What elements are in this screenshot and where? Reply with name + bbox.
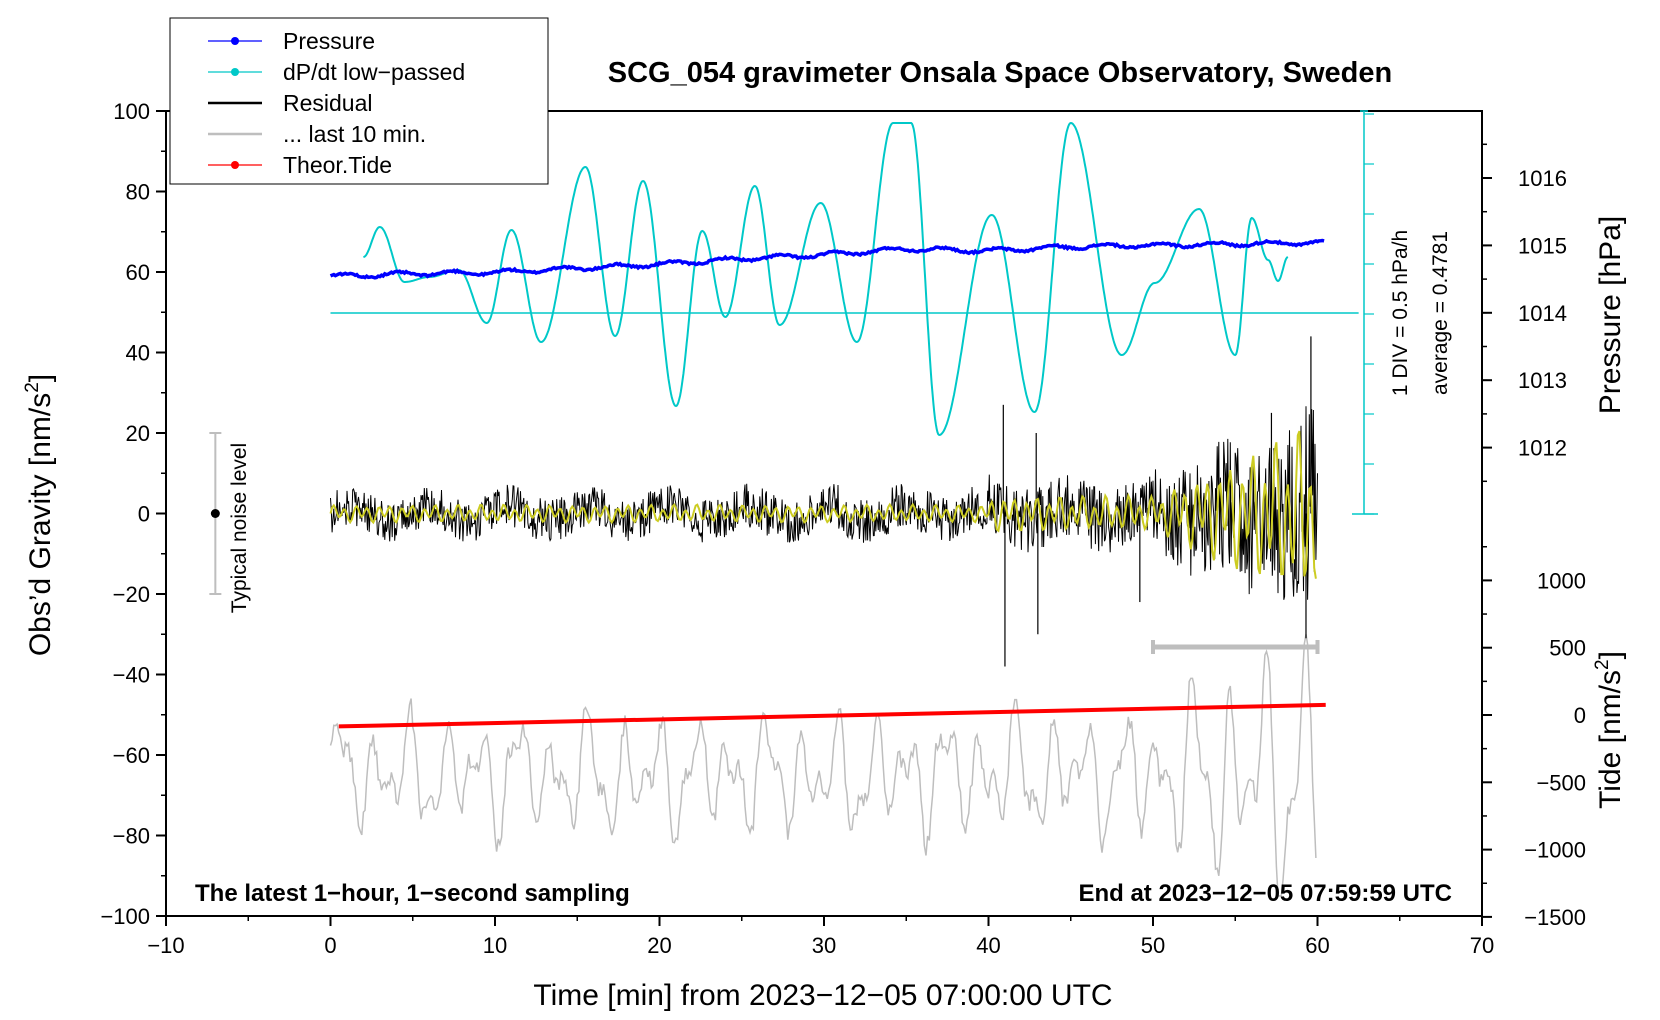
pressure-tick-label: 1012 (1518, 436, 1567, 461)
x-tick-label: 0 (324, 933, 336, 958)
y-tick-label: 80 (126, 180, 150, 205)
y-tick-label: −40 (113, 663, 150, 688)
x-tick-label: 40 (976, 933, 1000, 958)
pressure-axis-label: Pressure [hPa] (1594, 216, 1627, 414)
x-tick-label: 20 (647, 933, 671, 958)
y-tick-label: −20 (113, 582, 150, 607)
x-tick-label: 30 (812, 933, 836, 958)
last-10-min-line (329, 634, 1317, 897)
tide-tick-label: −500 (1536, 770, 1586, 795)
y-axis-label: Obs’d Gravity [nm/s2] (22, 374, 57, 656)
chart-title: SCG_054 gravimeter Onsala Space Observat… (608, 57, 1392, 89)
x-axis: −10 0 10 20 30 40 50 60 70 (147, 916, 1494, 958)
series-layer (209, 121, 1359, 897)
y-tick-label: 40 (126, 341, 150, 366)
dpdt-average-label: average = 0.4781 (1429, 231, 1452, 395)
annotation-bottom-right: End at 2023−12−05 07:59:59 UTC (1078, 880, 1452, 907)
legend-marker (231, 161, 239, 169)
pressure-line (329, 238, 1325, 280)
legend-label: Pressure (283, 28, 375, 54)
x-tick-label: 70 (1470, 933, 1494, 958)
pressure-tick-label: 1013 (1518, 368, 1567, 393)
y-tick-label: 0 (138, 502, 150, 527)
dpdt-scale-label: 1 DIV = 0.5 hPa/h (1389, 230, 1412, 396)
legend-label: Residual (283, 90, 373, 116)
tide-axis-label: Tide [nm/s2] (1592, 651, 1627, 809)
tide-tick-label: −1500 (1524, 905, 1586, 930)
legend-box (169, 17, 549, 185)
tide-tick-label: 500 (1549, 636, 1586, 661)
legend-rows: Pressure dP/dt low−passed Residual ... last… (208, 28, 465, 178)
residual-line (330, 406, 1318, 600)
pressure-tick-label: 1015 (1518, 233, 1567, 258)
x-axis-label: Time [min] from 2023−12−05 07:00:00 UTC (533, 979, 1112, 1012)
tide-tick-label: 1000 (1537, 568, 1586, 593)
x-tick-label: −10 (147, 933, 184, 958)
y-tick-label: 20 (126, 421, 150, 446)
tide-tick-label: 0 (1574, 703, 1586, 728)
legend-label: ... last 10 min. (283, 121, 426, 147)
y-axis: −100 −80 −60 −40 −20 0 20 40 60 80 100 (100, 99, 166, 929)
y-tick-label: −60 (113, 743, 150, 768)
y-tick-label: 100 (113, 99, 150, 124)
x-tick-label: 60 (1305, 933, 1329, 958)
legend: Pressure dP/dt low−passed Residual ... last… (169, 17, 549, 185)
annotation-bottom-left: The latest 1−hour, 1−second sampling (195, 880, 630, 907)
legend-marker (231, 68, 239, 76)
pressure-tick-label: 1016 (1518, 166, 1567, 191)
tide-axis: −1500 −1000 −500 0 500 1000 (1482, 546, 1586, 930)
residual-smoothed-line (329, 430, 1317, 579)
dpdt-scale-axis (1352, 110, 1378, 515)
y-tick-label: −80 (113, 824, 150, 849)
pressure-axis: 1012 1013 1014 1015 1016 (1482, 143, 1567, 483)
y-tick-label: 60 (126, 260, 150, 285)
legend-label: dP/dt low−passed (283, 59, 465, 85)
x-tick-label: 50 (1141, 933, 1165, 958)
legend-label: Theor.Tide (283, 152, 392, 178)
noise-level-label: Typical noise level (228, 443, 251, 613)
theor-tide-line (338, 702, 1326, 729)
x-tick-label: 10 (483, 933, 507, 958)
y-tick-label: −100 (100, 904, 150, 929)
noise-bar-dot (210, 509, 220, 518)
tide-tick-label: −1000 (1524, 838, 1586, 863)
legend-marker (231, 37, 239, 45)
dpdt-line (363, 121, 1289, 437)
pressure-tick-label: 1014 (1518, 301, 1567, 326)
